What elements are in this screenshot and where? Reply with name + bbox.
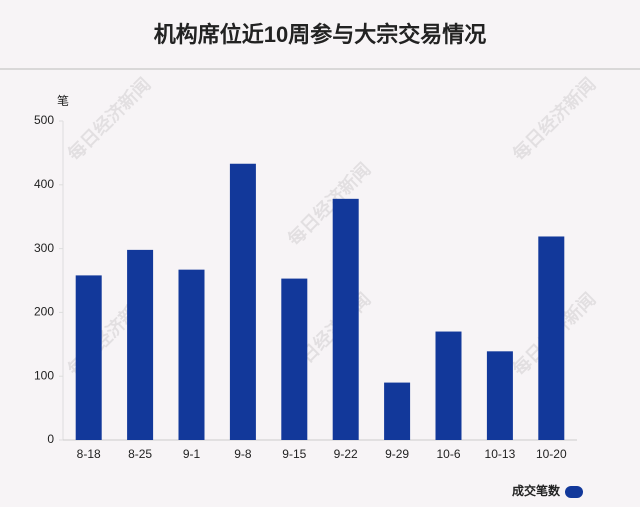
x-tick-label: 9-1 bbox=[183, 447, 201, 461]
x-tick-label: 8-25 bbox=[128, 447, 152, 461]
x-tick-label: 10-13 bbox=[485, 447, 516, 461]
x-tick-label: 9-29 bbox=[385, 447, 409, 461]
bar bbox=[229, 163, 256, 440]
legend-label: 成交笔数 bbox=[512, 483, 561, 498]
y-tick-label: 200 bbox=[34, 305, 54, 319]
y-tick-label: 500 bbox=[34, 113, 54, 127]
y-tick-label: 300 bbox=[34, 241, 54, 255]
y-axis-label: 笔 bbox=[57, 93, 69, 108]
legend-swatch bbox=[565, 486, 583, 498]
x-tick-label: 9-8 bbox=[234, 447, 252, 461]
chart-title: 机构席位近10周参与大宗交易情况 bbox=[154, 22, 486, 47]
bar bbox=[332, 198, 359, 440]
bar bbox=[538, 236, 565, 440]
bar bbox=[75, 275, 102, 440]
y-tick-label: 400 bbox=[34, 177, 54, 191]
bar bbox=[486, 351, 513, 440]
bar bbox=[384, 382, 411, 440]
x-tick-label: 10-20 bbox=[536, 447, 567, 461]
x-tick-label: 8-18 bbox=[77, 447, 101, 461]
bar bbox=[178, 269, 205, 440]
bar bbox=[127, 249, 154, 440]
x-tick-label: 9-22 bbox=[334, 447, 358, 461]
bar bbox=[435, 331, 462, 440]
x-tick-label: 10-6 bbox=[436, 447, 460, 461]
bar bbox=[281, 278, 308, 440]
y-tick-label: 0 bbox=[47, 432, 54, 446]
x-tick-label: 9-15 bbox=[282, 447, 306, 461]
y-tick-label: 100 bbox=[34, 368, 54, 382]
